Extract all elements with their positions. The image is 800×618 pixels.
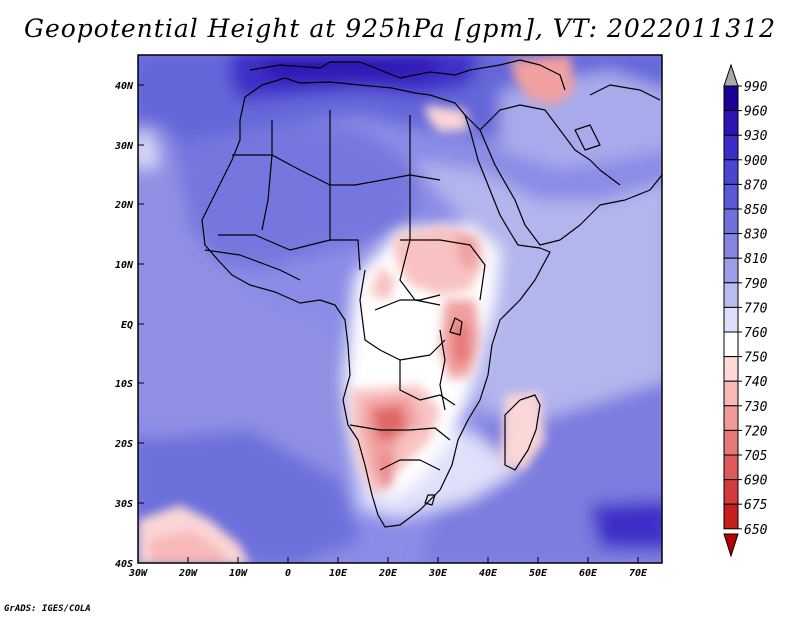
- colorbar-cell: [723, 356, 739, 382]
- lon-label: 20E: [378, 568, 398, 579]
- colorbar-label: 740: [744, 375, 768, 390]
- lon-label: 10W: [229, 568, 248, 579]
- colorbar-label: 850: [744, 203, 768, 218]
- coastlines: [201, 59, 662, 528]
- lon-label: 10E: [329, 568, 348, 579]
- lon-label: 70E: [629, 568, 648, 579]
- colorbar-label: 960: [744, 105, 768, 120]
- colorbar-cell: [723, 208, 739, 235]
- colorbar-cell: [723, 159, 739, 185]
- colorbar-label: 830: [744, 228, 768, 243]
- lon-label: 30E: [428, 568, 448, 579]
- colorbar-label: 790: [744, 277, 768, 292]
- lon-label: 30W: [128, 568, 148, 579]
- lon-label: 40E: [479, 568, 498, 579]
- lat-label: EQ: [121, 320, 133, 331]
- colorbar-cell: [723, 479, 739, 505]
- map-title: Geopotential Height at 925hPa [gpm], VT:…: [23, 14, 777, 43]
- axis-ticks: [137, 84, 639, 564]
- lat-label: 30S: [114, 499, 133, 510]
- colorbar-label: 675: [744, 498, 768, 513]
- colorbar-top-triangle: [723, 63, 739, 87]
- colorbar-cell: [723, 380, 739, 407]
- colorbar-label: 705: [744, 449, 768, 464]
- colorbar-label: 990: [744, 80, 768, 95]
- colorbar-cell: [723, 306, 739, 333]
- lat-label: 40S: [115, 559, 133, 570]
- colorbar-label: 690: [744, 474, 768, 489]
- lon-label: 60E: [579, 568, 598, 579]
- colorbar-label: 930: [744, 129, 768, 144]
- colorbar-cell: [723, 405, 739, 431]
- colorbar-label: 730: [744, 400, 768, 415]
- colorbar-cell: [723, 429, 739, 456]
- lat-label: 10N: [115, 260, 134, 271]
- colorbar-label: 750: [744, 351, 768, 366]
- colorbar-cell: [723, 331, 739, 358]
- colorbar-label: 870: [744, 178, 768, 193]
- colorbar-label: 900: [744, 154, 768, 169]
- colorbar: 990 960 930 900 870 850 830 810 790 770 760 750 740 7…: [723, 63, 768, 558]
- contour-field: [138, 55, 662, 563]
- lat-label: 20N: [114, 200, 134, 211]
- lon-label: 20W: [178, 568, 198, 579]
- colorbar-cell: [723, 282, 739, 308]
- colorbar-label: 770: [744, 301, 768, 316]
- colorbar-label: 810: [744, 252, 768, 267]
- lon-label: 50E: [529, 568, 548, 579]
- colorbar-bottom-triangle: [723, 533, 739, 558]
- longitude-labels: 30W 20W 10W 0 10E 20E 30E 40E 50E 60E 70…: [128, 568, 648, 579]
- lat-label: 10S: [115, 379, 133, 390]
- colorbar-cell: [723, 110, 739, 136]
- lat-label: 20S: [114, 439, 133, 450]
- colorbar-cell: [723, 454, 739, 481]
- lon-label: 0: [285, 568, 291, 579]
- grads-credit: GrADS: IGES/COLA: [4, 604, 91, 614]
- colorbar-cell: [723, 85, 739, 112]
- colorbar-cell: [723, 183, 739, 210]
- lat-label: 40N: [115, 81, 134, 92]
- colorbar-cell: [723, 134, 739, 161]
- lat-label: 30N: [114, 141, 134, 152]
- latitude-labels: 40N 30N 20N 10N EQ 10S 20S 30S 40S: [114, 81, 134, 570]
- colorbar-cell: [723, 503, 739, 530]
- colorbar-cell: [723, 257, 739, 284]
- colorbar-label: 720: [744, 424, 768, 439]
- colorbar-label: 650: [744, 523, 768, 538]
- colorbar-cell: [723, 233, 739, 259]
- plot-frame: [137, 54, 663, 564]
- colorbar-label: 760: [744, 326, 768, 341]
